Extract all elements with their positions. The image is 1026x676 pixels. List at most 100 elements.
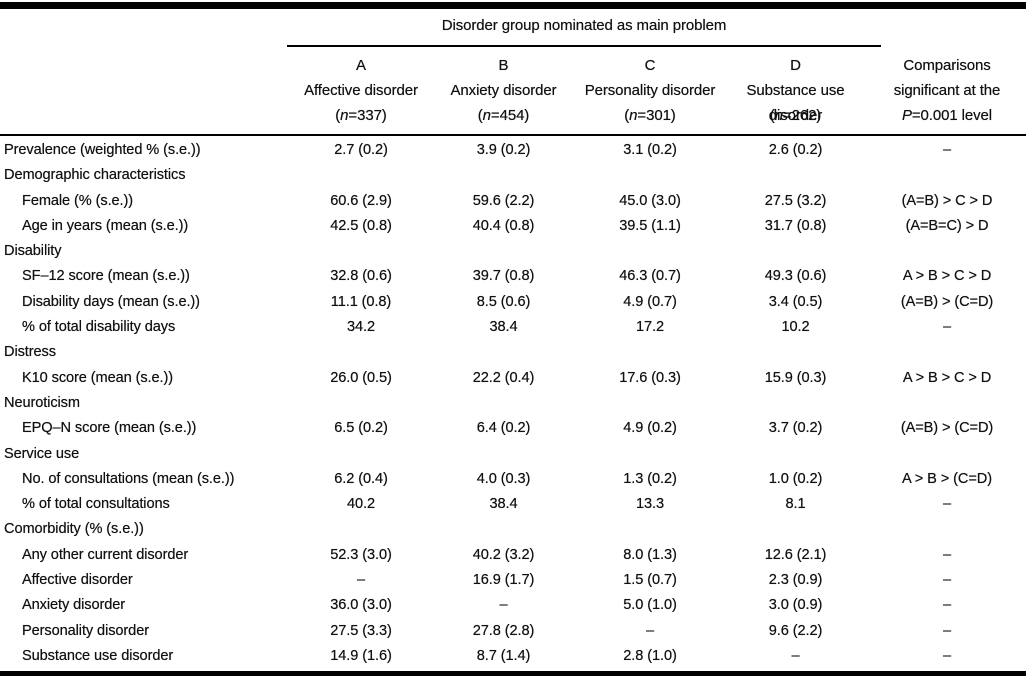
row-label: Any other current disorder (22, 546, 189, 563)
row-label: Substance use disorder (22, 647, 174, 664)
table-row: Age in years (mean (s.e.)) 42.5 (0.8) 40… (0, 214, 1026, 239)
cell-group-d: 9.6 (2.2) (768, 622, 823, 639)
row-label: K10 score (mean (s.e.)) (22, 369, 173, 386)
row-label: Female (% (s.e.)) (22, 192, 134, 209)
cell-group-a: 36.0 (3.0) (330, 597, 392, 614)
group-n: (n=337) (335, 107, 387, 124)
cell-group-c: 17.2 (635, 319, 664, 336)
cell-comparisons: – (942, 319, 952, 336)
cell-group-d: 3.0 (0.9) (768, 597, 823, 614)
row-label: % of total disability days (22, 319, 176, 336)
cell-group-c: 4.9 (0.2) (623, 420, 677, 437)
cell-group-a: 40.2 (346, 496, 375, 513)
column-spanner-title: Disorder group nominated as main problem (287, 14, 881, 47)
cell-group-d: 2.3 (0.9) (768, 572, 823, 589)
group-name: Anxiety disorder (450, 82, 557, 99)
cell-group-a: 27.5 (3.3) (330, 622, 392, 639)
row-label: Disability days (mean (s.e.)) (22, 293, 200, 310)
cell-group-b: 8.5 (0.6) (476, 293, 531, 310)
cell-comparisons: – (942, 572, 952, 589)
cell-group-d: 3.7 (0.2) (768, 420, 823, 437)
table-row: Female (% (s.e.)) 60.6 (2.9) 59.6 (2.2) … (0, 189, 1026, 214)
cell-group-a: 42.5 (0.8) (330, 217, 392, 234)
table-body: Prevalence (weighted % (s.e.)) 2.7 (0.2)… (0, 136, 1026, 669)
cell-comparisons: – (942, 496, 952, 513)
table-row: SF–12 score (mean (s.e.)) 32.8 (0.6) 39.… (0, 264, 1026, 289)
row-label: Service use (4, 445, 80, 462)
cell-group-b: 38.4 (489, 319, 518, 336)
cell-group-b: 16.9 (1.7) (472, 572, 535, 589)
table-top-rule (0, 2, 1026, 9)
group-name: Affective disorder (304, 82, 418, 99)
cell-group-c: 5.0 (1.0) (623, 597, 677, 614)
cell-group-c: 3.1 (0.2) (623, 142, 677, 158)
cell-group-b: 3.9 (0.2) (476, 142, 531, 158)
cell-group-a: 6.5 (0.2) (334, 420, 388, 437)
row-label: Disability (4, 243, 62, 260)
table-bottom-rule (0, 671, 1026, 676)
table-header: Disorder group nominated as main problem… (0, 9, 1026, 136)
cell-group-b: 4.0 (0.3) (476, 470, 531, 487)
cell-group-b: 40.4 (0.8) (472, 217, 535, 234)
cell-group-c: 1.3 (0.2) (623, 470, 677, 487)
cell-group-d: 27.5 (3.2) (764, 192, 827, 209)
cell-comparisons: (A=B) > (C=D) (900, 293, 994, 310)
cell-comparisons: A > B > C > D (902, 268, 992, 285)
row-label: No. of consultations (mean (s.e.)) (22, 470, 235, 487)
table-row: Substance use disorder 14.9 (1.6) 8.7 (1… (0, 644, 1026, 669)
group-letter: C (644, 57, 656, 74)
cell-comparisons: – (942, 546, 952, 563)
cell-group-a: 32.8 (0.6) (330, 268, 392, 285)
table-row: % of total disability days 34.2 38.4 17.… (0, 315, 1026, 340)
cell-comparisons: A > B > C > D (902, 369, 992, 386)
column-header-group-c: C Personality disorder (n=301) (577, 47, 723, 128)
cell-comparisons: (A=B) > C > D (901, 192, 993, 209)
group-n: (n=301) (624, 107, 676, 124)
row-label: EPQ–N score (mean (s.e.)) (22, 420, 197, 437)
cell-group-a: 52.3 (3.0) (330, 546, 392, 563)
group-letter: B (498, 57, 509, 74)
cell-group-c: 13.3 (635, 496, 664, 513)
cell-group-a: 34.2 (346, 319, 375, 336)
section-row: Neuroticism (0, 391, 1026, 416)
table-row: Personality disorder 27.5 (3.3) 27.8 (2.… (0, 619, 1026, 644)
cell-group-d: 12.6 (2.1) (764, 546, 827, 563)
section-row: Service use (0, 442, 1026, 467)
section-row: Comorbidity (% (s.e.)) (0, 517, 1026, 542)
row-label: Neuroticism (4, 394, 80, 411)
cell-group-d: – (791, 647, 800, 664)
cell-group-b: 8.7 (1.4) (476, 647, 531, 664)
cell-comparisons: A > B > (C=D) (902, 470, 992, 487)
cell-group-b: 39.7 (0.8) (472, 268, 535, 285)
row-label: % of total consultations (22, 496, 170, 513)
cell-group-b: 6.4 (0.2) (476, 420, 531, 437)
column-header-group-a: A Affective disorder (n=337) (292, 47, 430, 128)
cell-group-b: 38.4 (489, 496, 518, 513)
cell-group-c: – (645, 622, 655, 639)
group-name: Personality disorder (584, 82, 716, 99)
row-label: Personality disorder (22, 622, 149, 639)
cell-group-c: 39.5 (1.1) (619, 217, 681, 234)
group-name: Substance use disorder (746, 82, 845, 124)
cell-group-d: 1.0 (0.2) (768, 470, 823, 487)
row-label: Prevalence (weighted % (s.e.)) (4, 142, 201, 158)
cell-group-d: 49.3 (0.6) (764, 268, 827, 285)
cell-group-b: – (499, 597, 508, 614)
cell-comparisons: (A=B=C) > D (905, 217, 989, 234)
cell-group-d: 10.2 (781, 319, 810, 336)
cell-group-a: 14.9 (1.6) (330, 647, 392, 664)
cell-group-c: 8.0 (1.3) (623, 546, 677, 563)
cell-group-d: 3.4 (0.5) (768, 293, 823, 310)
table-row: EPQ–N score (mean (s.e.)) 6.5 (0.2) 6.4 … (0, 416, 1026, 441)
cell-comparisons: – (942, 597, 952, 614)
table-row: Any other current disorder 52.3 (3.0) 40… (0, 543, 1026, 568)
group-letter: A (356, 57, 366, 74)
table-row: K10 score (mean (s.e.)) 26.0 (0.5) 22.2 … (0, 366, 1026, 391)
cell-group-c: 1.5 (0.7) (623, 572, 677, 589)
cell-group-a: – (356, 572, 366, 589)
row-label: Age in years (mean (s.e.)) (22, 217, 189, 234)
column-header-comparisons: Comparisons significant at the P=0.001 l… (893, 57, 1001, 124)
row-label: Anxiety disorder (22, 597, 126, 614)
cell-comparisons: (A=B) > (C=D) (900, 420, 994, 437)
